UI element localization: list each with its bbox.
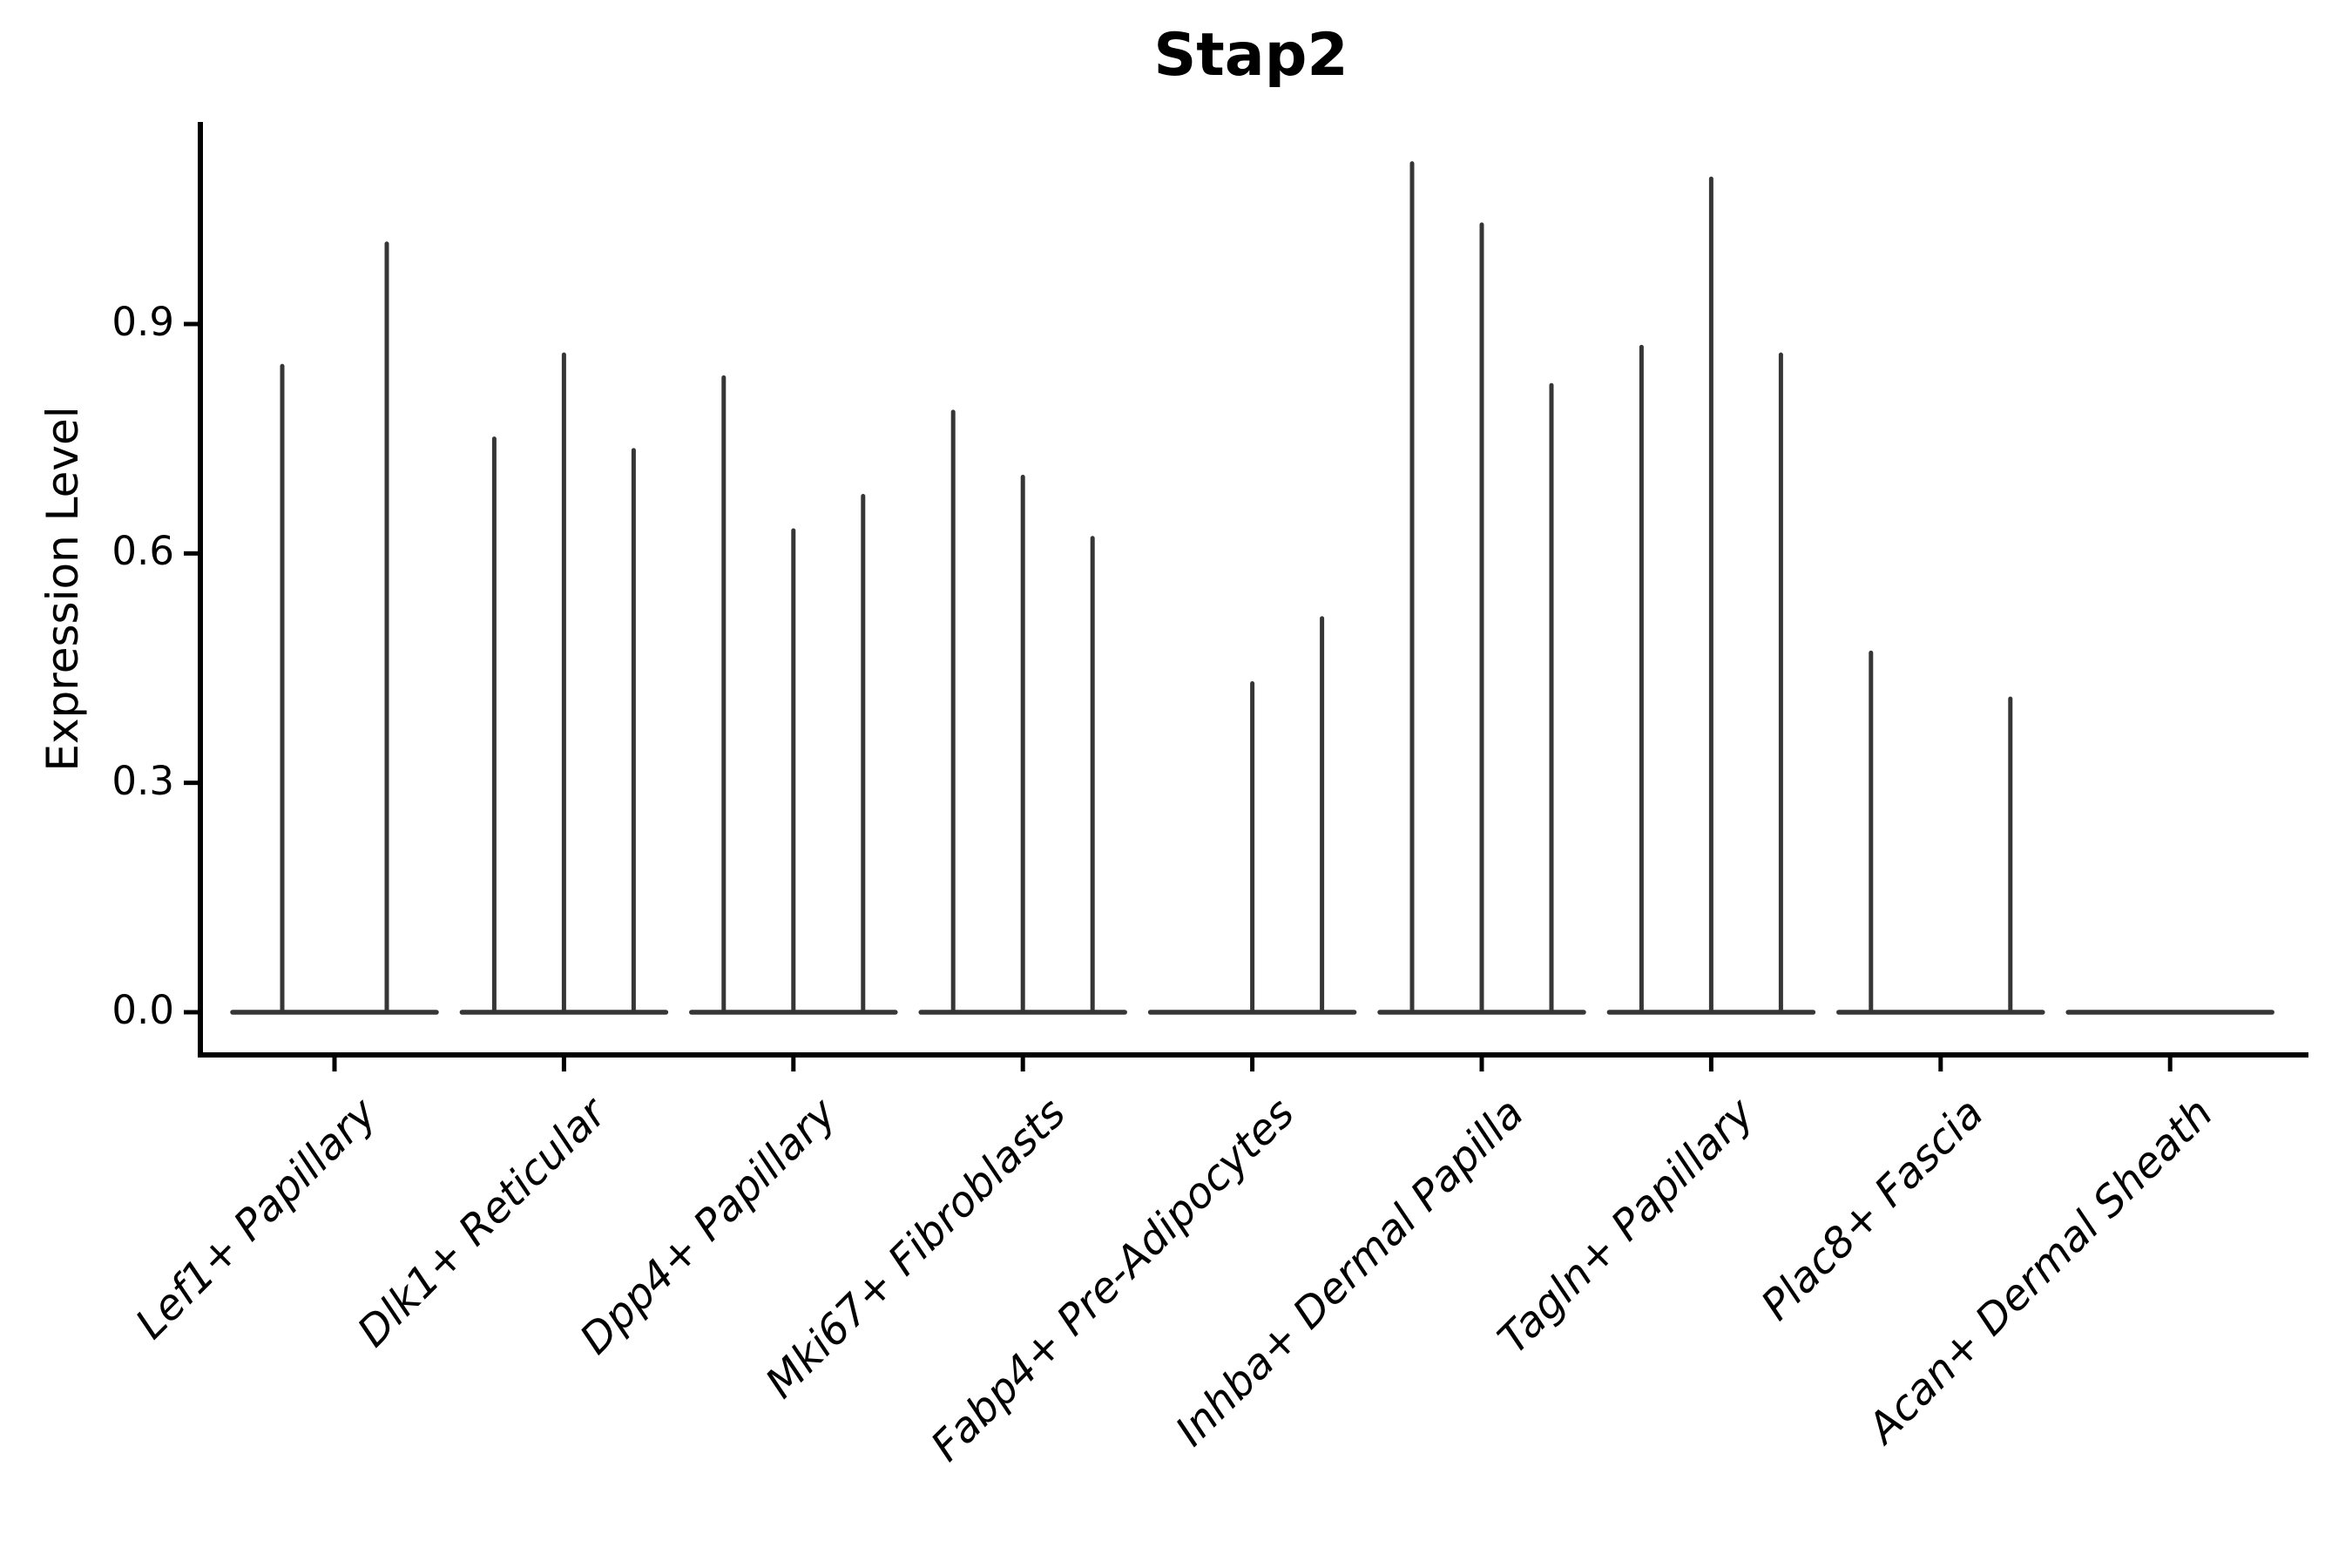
- y-tick-label: 0.9: [112, 298, 174, 345]
- plot-title: Stap2: [1153, 21, 1348, 90]
- y-tick-label: 0.0: [112, 987, 174, 1033]
- y-tick-label: 0.3: [112, 757, 174, 804]
- y-tick-label: 0.6: [112, 528, 174, 575]
